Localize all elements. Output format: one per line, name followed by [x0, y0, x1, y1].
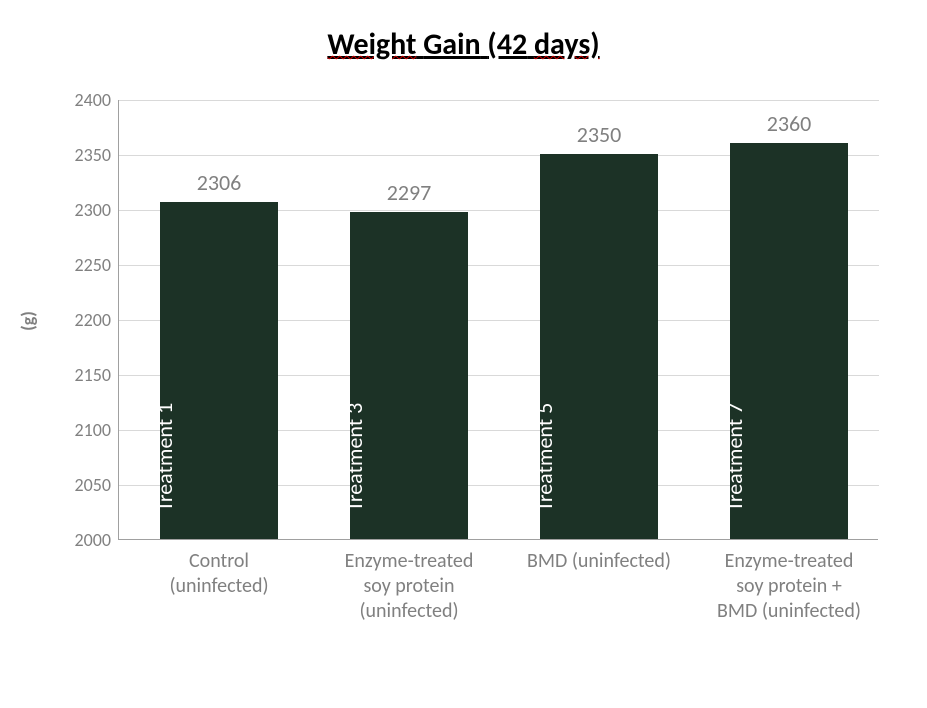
bar-value-label: 2297 — [350, 179, 468, 206]
bar-inner-label: Treatment 1 — [151, 403, 178, 512]
y-tick-label: 2300 — [75, 199, 112, 221]
chart-title: Weight Gain (42 days) — [0, 26, 927, 63]
plot-area: 2000205021002150220022502300235024002306… — [118, 100, 878, 540]
bar-inner-label: Treatment 7 — [721, 403, 748, 512]
y-tick-label: 2400 — [75, 89, 112, 111]
x-tick-label: Enzyme-treatedsoy protein +BMD (uninfect… — [694, 549, 884, 624]
x-tick-label-line: soy protein + — [694, 574, 884, 599]
y-tick-label: 2350 — [75, 144, 112, 166]
x-tick-label-line: BMD (uninfected) — [694, 599, 884, 624]
y-tick-label: 2100 — [75, 419, 112, 441]
bar-value-label: 2350 — [540, 121, 658, 148]
title-word: Weight — [327, 26, 416, 63]
bar: 2306Treatment 1 — [160, 202, 278, 539]
x-tick-label-line: Enzyme-treated — [314, 549, 504, 574]
x-tick-label: BMD (uninfected) — [504, 549, 694, 574]
bar-inner-label: Treatment 3 — [341, 403, 368, 512]
y-axis-title: (g) — [17, 311, 39, 331]
weight-gain-chart: Weight Gain (42 days) (g) 20002050210021… — [0, 0, 927, 708]
bar: 2360Treatment 7 — [730, 143, 848, 539]
bar-value-label: 2306 — [160, 169, 278, 196]
x-tick-label-line: Control — [124, 549, 314, 574]
bar: 2297Treatment 3 — [350, 212, 468, 539]
x-tick-label-line: soy protein — [314, 574, 504, 599]
x-tick-label-line: (uninfected) — [124, 574, 314, 599]
gridline — [119, 100, 879, 101]
bar: 2350Treatment 5 — [540, 154, 658, 539]
y-tick-label: 2200 — [75, 309, 112, 331]
title-word: days) — [534, 26, 600, 63]
y-tick-label: 2250 — [75, 254, 112, 276]
x-tick-label-line: BMD (uninfected) — [504, 549, 694, 574]
title-word: Gain — [423, 26, 480, 63]
x-tick-label-line: Enzyme-treated — [694, 549, 884, 574]
bar-value-label: 2360 — [730, 110, 848, 137]
y-tick-label: 2050 — [75, 474, 112, 496]
bar-inner-label: Treatment 5 — [531, 403, 558, 512]
y-tick-label: 2150 — [75, 364, 112, 386]
x-tick-label: Control(uninfected) — [124, 549, 314, 599]
x-tick-label: Enzyme-treatedsoy protein(uninfected) — [314, 549, 504, 624]
x-tick-label-line: (uninfected) — [314, 599, 504, 624]
title-word: (42 — [487, 26, 527, 63]
y-tick-label: 2000 — [75, 529, 112, 551]
